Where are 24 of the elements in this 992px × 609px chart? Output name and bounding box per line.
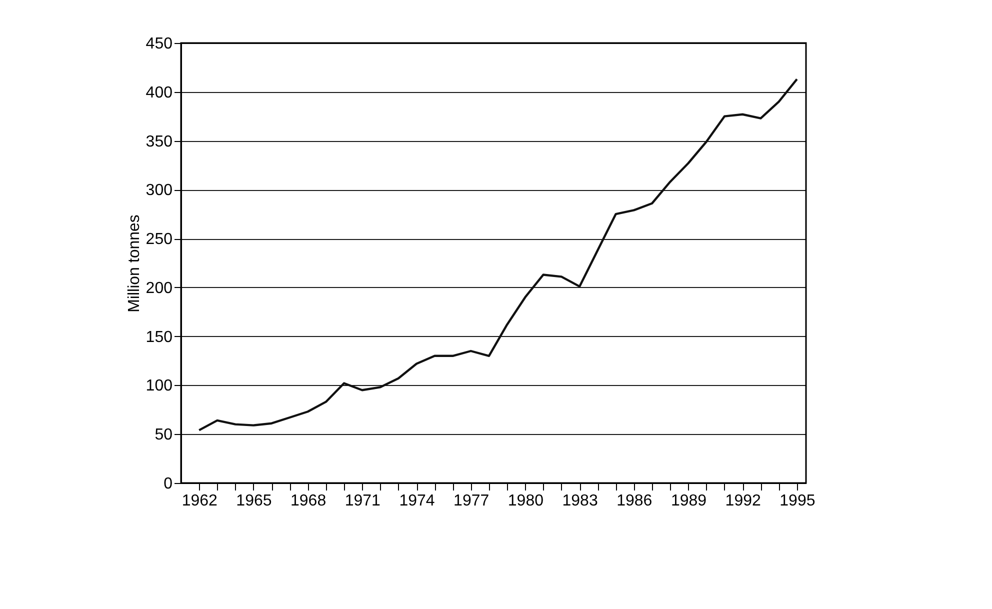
x-tick-label: 1986 xyxy=(616,492,652,510)
y-tick-label: 400 xyxy=(146,84,173,102)
y-axis-title: Million tonnes xyxy=(126,214,143,312)
y-tick-label: 200 xyxy=(146,280,173,297)
y-tick-label: 0 xyxy=(164,476,173,492)
y-tick-label: 150 xyxy=(146,328,173,346)
y-tick-label: 100 xyxy=(146,378,173,395)
x-tick-label: 1992 xyxy=(725,492,761,510)
y-tick-label: 300 xyxy=(146,182,173,200)
x-tick-label: 1971 xyxy=(344,492,381,510)
x-tick-label: 1995 xyxy=(780,492,816,510)
y-tick-label: 250 xyxy=(146,231,173,248)
x-tick-label: 1980 xyxy=(508,492,544,510)
y-tick-label: 450 xyxy=(146,36,173,52)
y-tick-label: 350 xyxy=(146,133,173,150)
x-tick-label: 1974 xyxy=(399,492,435,510)
y-tick-label: 50 xyxy=(154,426,173,444)
x-tick-label: 1977 xyxy=(454,492,490,510)
line-series xyxy=(198,78,798,432)
x-tick-label: 1983 xyxy=(562,492,598,510)
x-tick-label: 1989 xyxy=(670,492,707,510)
x-tick-label: 1962 xyxy=(182,492,218,510)
x-tick-label: 1965 xyxy=(236,492,272,510)
x-tick-label: 1968 xyxy=(290,492,326,510)
